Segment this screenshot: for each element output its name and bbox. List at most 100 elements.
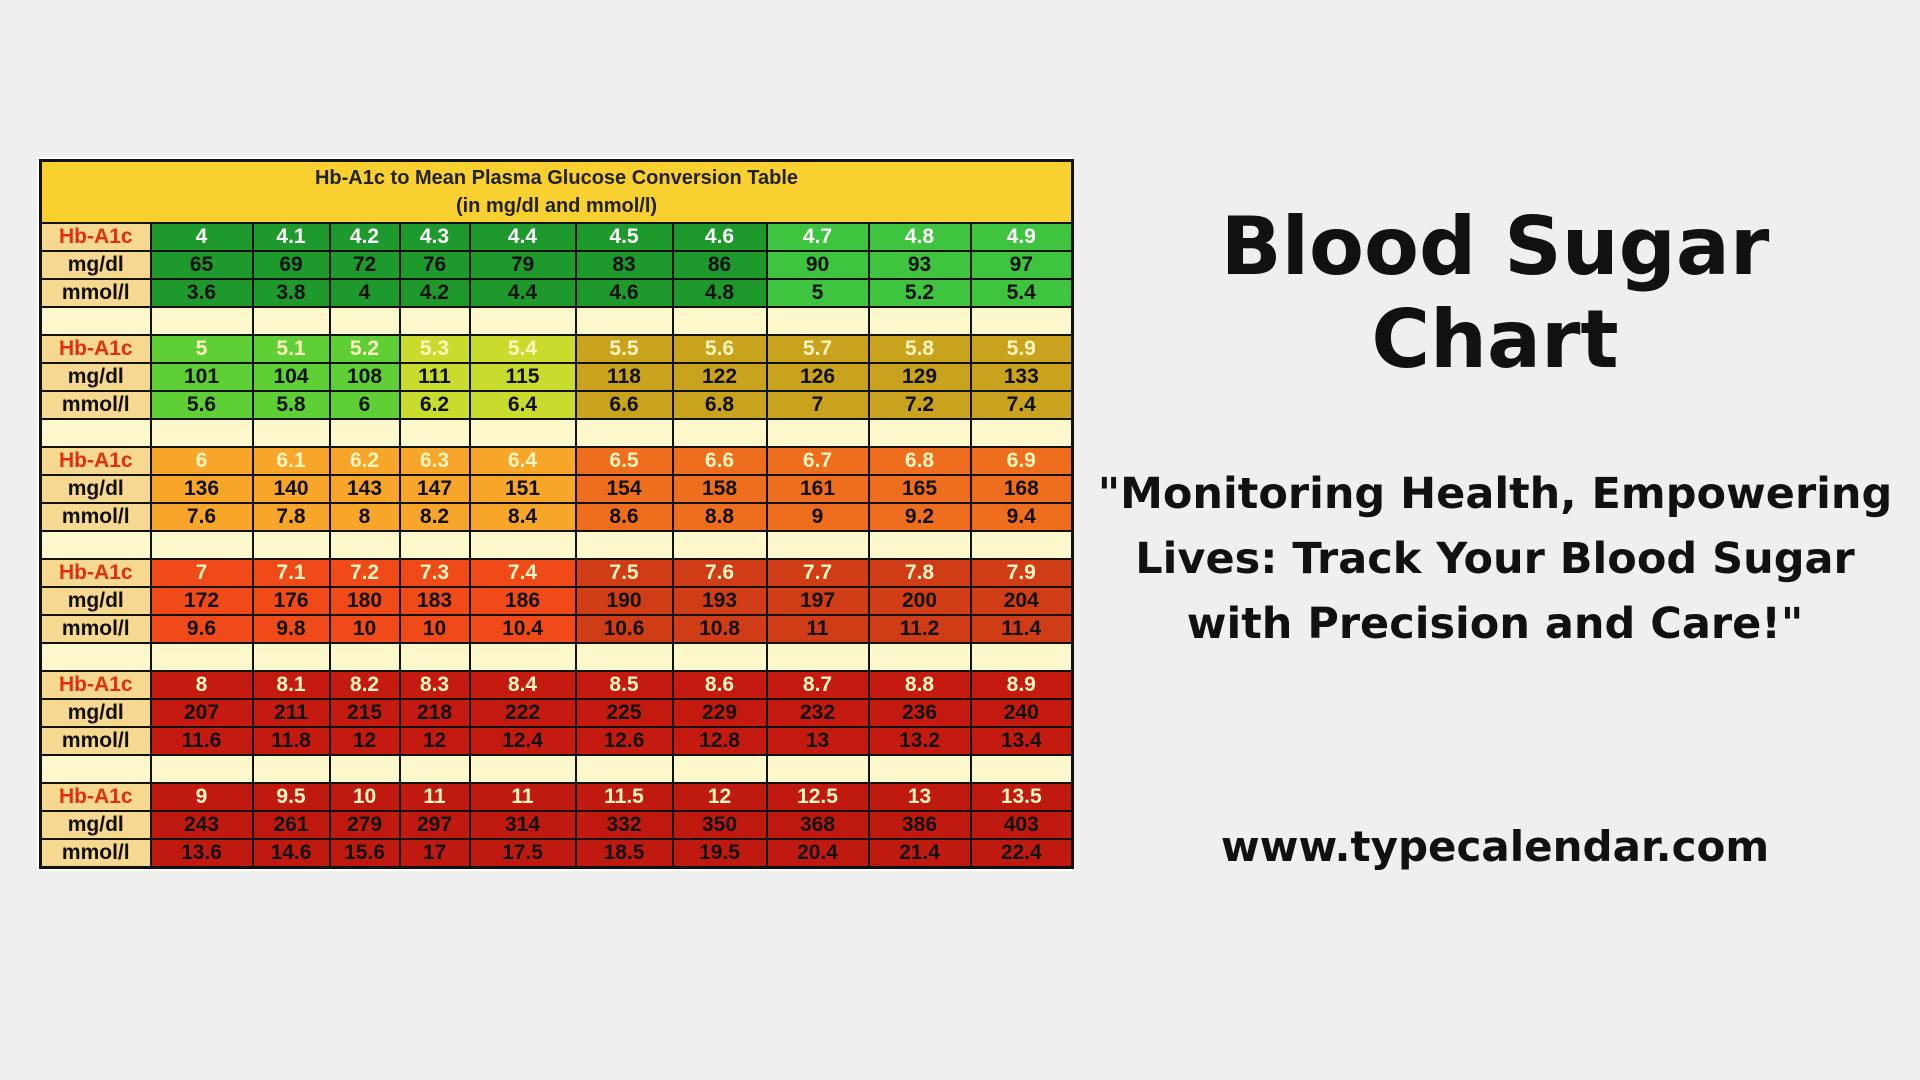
mmol-l-cell: 5.8 [251,390,331,420]
spacer-cell [765,306,870,336]
mmol-l-row-label: mmol/l [39,390,152,420]
hb-a1c-cell: 5.8 [867,334,972,364]
hb-a1c-cell: 6.1 [251,446,331,476]
hb-a1c-cell: 6.2 [328,446,401,476]
hb-a1c-cell: 13.5 [969,782,1074,812]
spacer-row [39,642,1074,672]
mg-dl-cell: 83 [574,250,674,280]
mmol-l-cell: 11 [765,614,870,644]
spacer-cell [468,418,577,448]
mg-dl-cell: 86 [671,250,768,280]
mg-dl-cell: 129 [867,362,972,392]
mg-dl-row-label: mg/dl [39,586,152,616]
hb-a1c-cell: 8.1 [251,670,331,700]
spacer-cell [969,530,1074,560]
hb-a1c-cell: 8.7 [765,670,870,700]
hb-a1c-cell: 5 [149,334,254,364]
hb-a1c-row: Hb-A1c 4 4.1 4.2 4.3 4.4 4.5 4.6 4.7 4.8 4.9 [39,222,1074,252]
hb-a1c-cell: 5.4 [468,334,577,364]
spacer-cell [574,306,674,336]
mg-dl-cell: 90 [765,250,870,280]
mg-dl-cell: 197 [765,586,870,616]
mg-dl-cell: 261 [251,810,331,840]
mg-dl-cell: 140 [251,474,331,504]
spacer-cell [671,754,768,784]
mmol-l-cell: 8.8 [671,502,768,532]
hb-a1c-row-label: Hb-A1c [39,222,152,252]
hb-a1c-cell: 4.3 [398,222,471,252]
spacer-cell [867,642,972,672]
hb-a1c-cell: 6.8 [867,446,972,476]
hb-a1c-row: Hb-A1c 7 7.1 7.2 7.3 7.4 7.5 7.6 7.7 7.8 7.9 [39,558,1074,588]
conversion-table: Hb-A1c to Mean Plasma Glucose Conversion… [39,159,1075,869]
table-title-row: Hb-A1c to Mean Plasma Glucose Conversion… [39,159,1074,224]
spacer-cell [765,754,870,784]
mmol-l-cell: 3.6 [149,278,254,308]
mg-dl-cell: 154 [574,474,674,504]
mmol-l-cell: 15.6 [328,838,401,869]
hb-a1c-cell: 9.5 [251,782,331,812]
mg-dl-cell: 168 [969,474,1074,504]
hb-a1c-cell: 7.9 [969,558,1074,588]
mmol-l-cell: 6 [328,390,401,420]
mg-dl-row: mg/dl 101 104 108 111 115 118 122 126 129 133 [39,362,1074,392]
hb-a1c-row: Hb-A1c 9 9.5 10 11 11 11.5 12 12.5 13 13.5 [39,782,1074,812]
mmol-l-row: mmol/l 3.6 3.8 4 4.2 4.4 4.6 4.8 5 5.2 5.4 [39,278,1074,308]
mg-dl-cell: 79 [468,250,577,280]
mmol-l-row: mmol/l 13.6 14.6 15.6 17 17.5 18.5 19.5 20.4 21.4… [39,838,1074,869]
hb-a1c-cell: 7.8 [867,558,972,588]
mg-dl-cell: 143 [328,474,401,504]
mmol-l-row-label: mmol/l [39,838,152,869]
hb-a1c-cell: 7.6 [671,558,768,588]
mg-dl-cell: 65 [149,250,254,280]
spacer-cell [251,418,331,448]
mg-dl-row-label: mg/dl [39,362,152,392]
mmol-l-row-label: mmol/l [39,614,152,644]
mmol-l-row: mmol/l 9.6 9.8 10 10 10.4 10.6 10.8 11 11.2 11.4 [39,614,1074,644]
hb-a1c-cell: 4.5 [574,222,674,252]
mg-dl-cell: 207 [149,698,254,728]
hb-a1c-cell: 6.6 [671,446,768,476]
mmol-l-cell: 6.4 [468,390,577,420]
mmol-l-cell: 5.6 [149,390,254,420]
mmol-l-cell: 14.6 [251,838,331,869]
mg-dl-cell: 104 [251,362,331,392]
spacer-row [39,418,1074,448]
spacer-cell [328,754,401,784]
mg-dl-cell: 190 [574,586,674,616]
mmol-l-row: mmol/l 7.6 7.8 8 8.2 8.4 8.6 8.8 9 9.2 9.4 [39,502,1074,532]
spacer-cell [765,530,870,560]
spacer-cell [867,306,972,336]
mmol-l-cell: 13.6 [149,838,254,869]
hb-a1c-cell: 11.5 [574,782,674,812]
mmol-l-cell: 12.4 [468,726,577,756]
hb-a1c-cell: 6.3 [398,446,471,476]
mmol-l-row-label: mmol/l [39,726,152,756]
mmol-l-cell: 7.6 [149,502,254,532]
mmol-l-cell: 12.8 [671,726,768,756]
hb-a1c-cell: 4.7 [765,222,870,252]
hb-a1c-cell: 4.9 [969,222,1074,252]
spacer-cell [398,306,471,336]
mg-dl-cell: 133 [969,362,1074,392]
spacer-cell [398,530,471,560]
mmol-l-cell: 11.2 [867,614,972,644]
spacer-row [39,530,1074,560]
mg-dl-cell: 211 [251,698,331,728]
mmol-l-cell: 4.6 [574,278,674,308]
hb-a1c-cell: 6.4 [468,446,577,476]
spacer-cell [251,642,331,672]
spacer-cell [149,642,254,672]
hb-a1c-cell: 4.1 [251,222,331,252]
spacer-cell [328,642,401,672]
hb-a1c-row-label: Hb-A1c [39,782,152,812]
spacer-cell [251,754,331,784]
mg-dl-row-label: mg/dl [39,698,152,728]
hb-a1c-cell: 4.6 [671,222,768,252]
spacer-cell [574,642,674,672]
mmol-l-cell: 7 [765,390,870,420]
mmol-l-cell: 13.2 [867,726,972,756]
mmol-l-cell: 10.6 [574,614,674,644]
mmol-l-cell: 5 [765,278,870,308]
spacer-cell [867,754,972,784]
